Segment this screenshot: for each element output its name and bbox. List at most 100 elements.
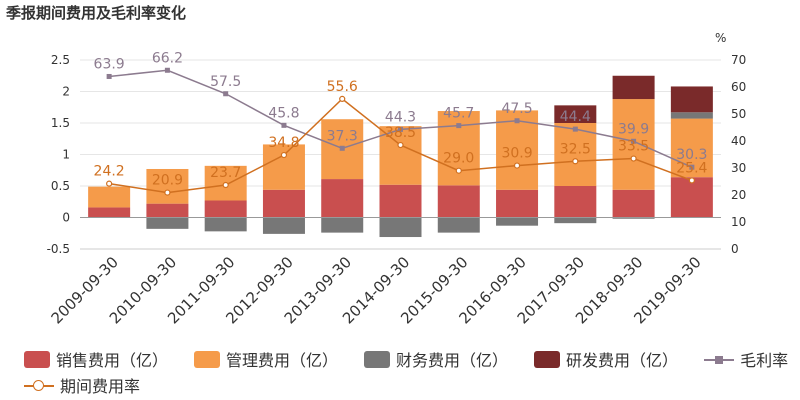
marker-5-8 <box>572 158 579 165</box>
bar-0-6 <box>437 185 480 218</box>
marker-5-9 <box>630 155 637 162</box>
bar-2-2 <box>204 217 247 232</box>
legend-label-rnd: 研发费用（亿） <box>566 351 679 370</box>
data-label-4-4: 37.3 <box>327 128 358 144</box>
marker-5-5 <box>397 141 404 149</box>
bar-2-3 <box>262 217 305 234</box>
chart-title: 季报期间费用及毛利率变化 <box>6 4 187 22</box>
y-tick-label-0: 2.5 <box>51 53 70 67</box>
data-label-4-2: 57.5 <box>210 74 241 90</box>
data-label-5-3: 34.8 <box>268 135 299 151</box>
data-label-4-5: 44.3 <box>385 109 416 125</box>
bar-0-10 <box>670 177 713 218</box>
bar-3-9 <box>612 75 655 100</box>
y-tick-label-6: -0.5 <box>47 242 70 256</box>
legend-label-expense-rate: 期间费用率 <box>60 377 141 396</box>
bar-1-1 <box>146 168 189 204</box>
legend-label-finance: 财务费用（亿） <box>396 351 509 370</box>
marker-4-3 <box>281 122 287 128</box>
y2-tick-label-4: 30 <box>731 161 746 175</box>
legend-item-gross-margin[interactable]: 毛利率 <box>704 347 788 371</box>
bar-2-6 <box>437 217 480 233</box>
bar-2-10 <box>670 112 713 119</box>
data-label-4-9: 39.9 <box>618 121 649 137</box>
bar-0-4 <box>321 179 364 218</box>
bar-1-5 <box>379 126 422 185</box>
bar-1-0 <box>88 186 131 208</box>
data-label-4-6: 45.7 <box>443 106 474 122</box>
y2-tick-label-7: 0 <box>731 242 739 256</box>
legend-item-expense-rate[interactable]: 期间费用率 <box>24 373 140 397</box>
y-tick-label-5: 0 <box>62 211 70 225</box>
legend-label-gross-margin: 毛利率 <box>740 351 789 370</box>
legend-swatch-rnd <box>534 350 561 368</box>
legend-swatch-admin <box>194 350 221 368</box>
bar-1-6 <box>437 111 480 186</box>
marker-5-7 <box>513 162 521 169</box>
y-tick-label-3: 1 <box>62 148 70 162</box>
bar-0-5 <box>379 184 422 218</box>
data-label-4-8: 44.4 <box>560 109 591 125</box>
legend-swatch-finance <box>364 350 391 368</box>
data-label-5-4: 55.6 <box>327 79 358 95</box>
y2-tick-label-6: 10 <box>731 215 746 229</box>
marker-4-6 <box>456 123 462 129</box>
marker-4-10 <box>689 164 695 170</box>
legend-swatch-gross-margin <box>704 351 735 368</box>
bar-1-3 <box>262 144 305 190</box>
data-label-5-0: 24.2 <box>94 164 125 180</box>
bar-2-8 <box>554 217 597 224</box>
marker-4-7 <box>514 118 520 124</box>
marker-4-8 <box>572 126 578 132</box>
bar-3-8 <box>554 105 597 123</box>
marker-4-2 <box>223 91 229 97</box>
y2-tick-label-3: 40 <box>731 134 746 148</box>
data-label-5-1: 20.9 <box>152 173 183 189</box>
bar-2-1 <box>146 217 189 229</box>
data-label-4-0: 63.9 <box>94 56 125 72</box>
legend-item-admin[interactable]: 管理费用（亿） <box>194 347 338 371</box>
data-label-5-9: 33.5 <box>618 139 649 155</box>
legend: 销售费用（亿） 管理费用（亿） 财务费用（亿） 研发费用（亿） 毛利率 <box>24 346 794 398</box>
bar-1-9 <box>612 99 655 190</box>
bar-0-9 <box>612 189 655 218</box>
bar-1-8 <box>554 123 597 186</box>
bar-3-10 <box>670 86 713 113</box>
bar-2-4 <box>321 217 364 233</box>
marker-4-1 <box>164 67 170 73</box>
data-label-4-7: 47.5 <box>501 101 532 117</box>
y-tick-label-2: 1.5 <box>51 116 70 130</box>
bar-0-8 <box>554 186 597 218</box>
legend-item-rnd[interactable]: 研发费用（亿） <box>534 347 678 371</box>
legend-label-admin: 管理费用（亿） <box>226 351 339 370</box>
marker-5-1 <box>164 189 171 196</box>
legend-item-finance[interactable]: 财务费用（亿） <box>364 347 508 371</box>
marker-5-0 <box>106 180 113 187</box>
data-label-5-2: 23.7 <box>210 165 241 181</box>
y2-unit-label: % <box>715 31 726 45</box>
data-label-4-10: 30.3 <box>676 147 707 163</box>
data-label-4-3: 45.8 <box>268 105 299 121</box>
marker-4-0 <box>106 73 112 79</box>
y-tick-label-1: 2 <box>62 85 70 99</box>
y-tick-label-4: 0.5 <box>51 179 70 193</box>
data-label-4-1: 66.2 <box>152 50 183 66</box>
bar-0-3 <box>262 189 305 218</box>
marker-4-4 <box>339 145 345 151</box>
bar-2-5 <box>379 217 422 238</box>
legend-label-sales: 销售费用（亿） <box>56 351 169 370</box>
data-label-5-8: 32.5 <box>560 141 591 157</box>
bar-0-2 <box>204 200 247 218</box>
data-label-5-7: 30.9 <box>501 146 532 162</box>
y2-tick-label-1: 60 <box>731 80 746 94</box>
data-label-5-6: 29.0 <box>443 151 474 167</box>
bar-0-0 <box>88 207 131 218</box>
y2-tick-label-5: 20 <box>731 188 746 202</box>
legend-swatch-expense-rate <box>24 377 54 394</box>
marker-5-6 <box>455 167 462 174</box>
legend-item-sales[interactable]: 销售费用（亿） <box>24 347 168 371</box>
data-label-5-10: 25.4 <box>676 160 707 176</box>
bar-2-9 <box>612 217 655 219</box>
marker-5-4 <box>339 95 346 102</box>
